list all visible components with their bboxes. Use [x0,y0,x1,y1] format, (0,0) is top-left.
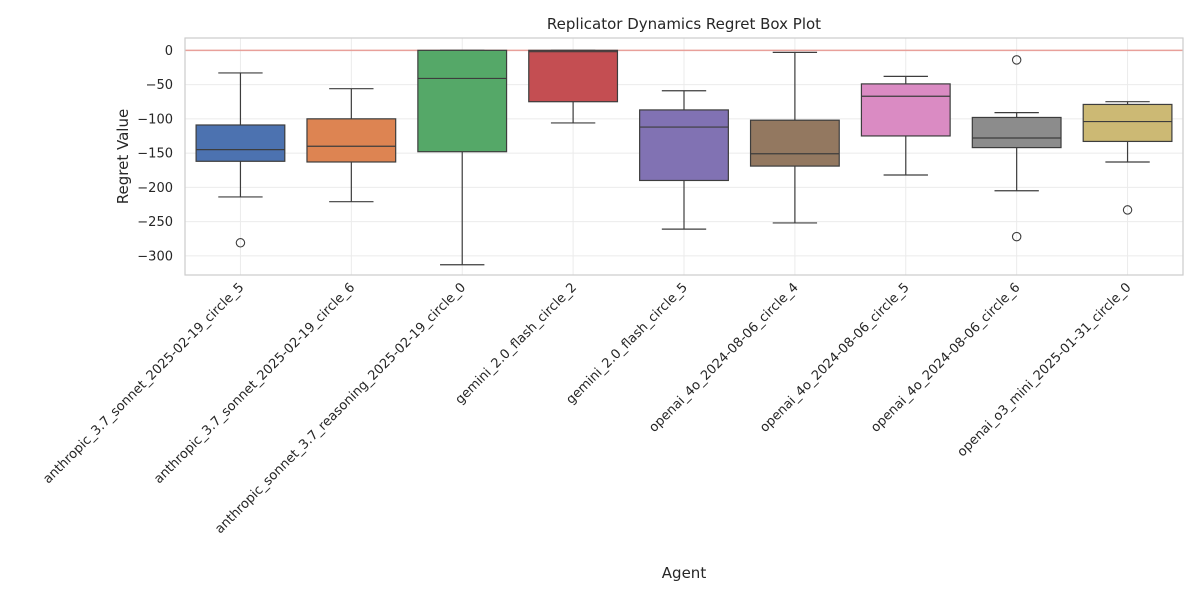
x-tick-label: gemini_2.0_flash_circle_2 [453,280,580,407]
x-axis-label: Agent [662,564,707,582]
y-tick-label: −300 [137,249,173,264]
chart-title: Replicator Dynamics Regret Box Plot [547,15,821,33]
outlier-point [235,238,246,248]
y-tick-labels: 0 −50 −100 −150 −200 −250 −300 [137,44,173,264]
outlier-point [1122,205,1133,215]
box-4 [528,49,619,124]
iqr-box [306,118,397,163]
iqr-box [749,119,840,167]
x-tick-label: anthropic_3.7_sonnet_2025-02-19_circle_5 [40,280,247,487]
iqr-box [860,83,951,137]
box-1 [195,72,286,248]
box-5 [639,90,729,230]
y-tick-label: −100 [137,112,173,127]
iqr-box [1082,103,1173,143]
x-tick-label: openai_o3_mini_2025-01-31_circle_0 [955,280,1135,460]
y-tick-label: −200 [137,181,173,196]
iqr-box [195,124,286,162]
y-axis-label: Regret Value [114,109,132,204]
x-tick-labels: anthropic_3.7_sonnet_2025-02-19_circle_5… [40,280,1134,537]
x-tick-label: anthropic_sonnet_3.7_reasoning_2025-02-1… [212,280,469,537]
outlier-point [1011,55,1022,65]
box-7 [860,75,951,176]
x-tick-label: anthropic_3.7_sonnet_2025-02-19_circle_6 [151,280,358,487]
outlier-point [1011,231,1022,242]
iqr-box [417,49,508,153]
iqr-box [639,109,729,182]
box-2 [306,88,397,203]
box-3 [417,49,508,266]
box-9 [1082,101,1173,215]
y-tick-label: −50 [146,78,173,93]
y-tick-label: 0 [165,44,173,59]
iqr-box [528,49,619,103]
x-tick-label: gemini_2.0_flash_circle_5 [563,280,690,407]
y-tick-label: −150 [137,147,173,162]
plot-frame [184,37,1184,276]
boxes-layer [195,49,1173,266]
box-8 [971,55,1062,242]
y-tick-label: −250 [137,215,173,230]
box-6 [749,51,840,224]
iqr-box [971,116,1062,149]
